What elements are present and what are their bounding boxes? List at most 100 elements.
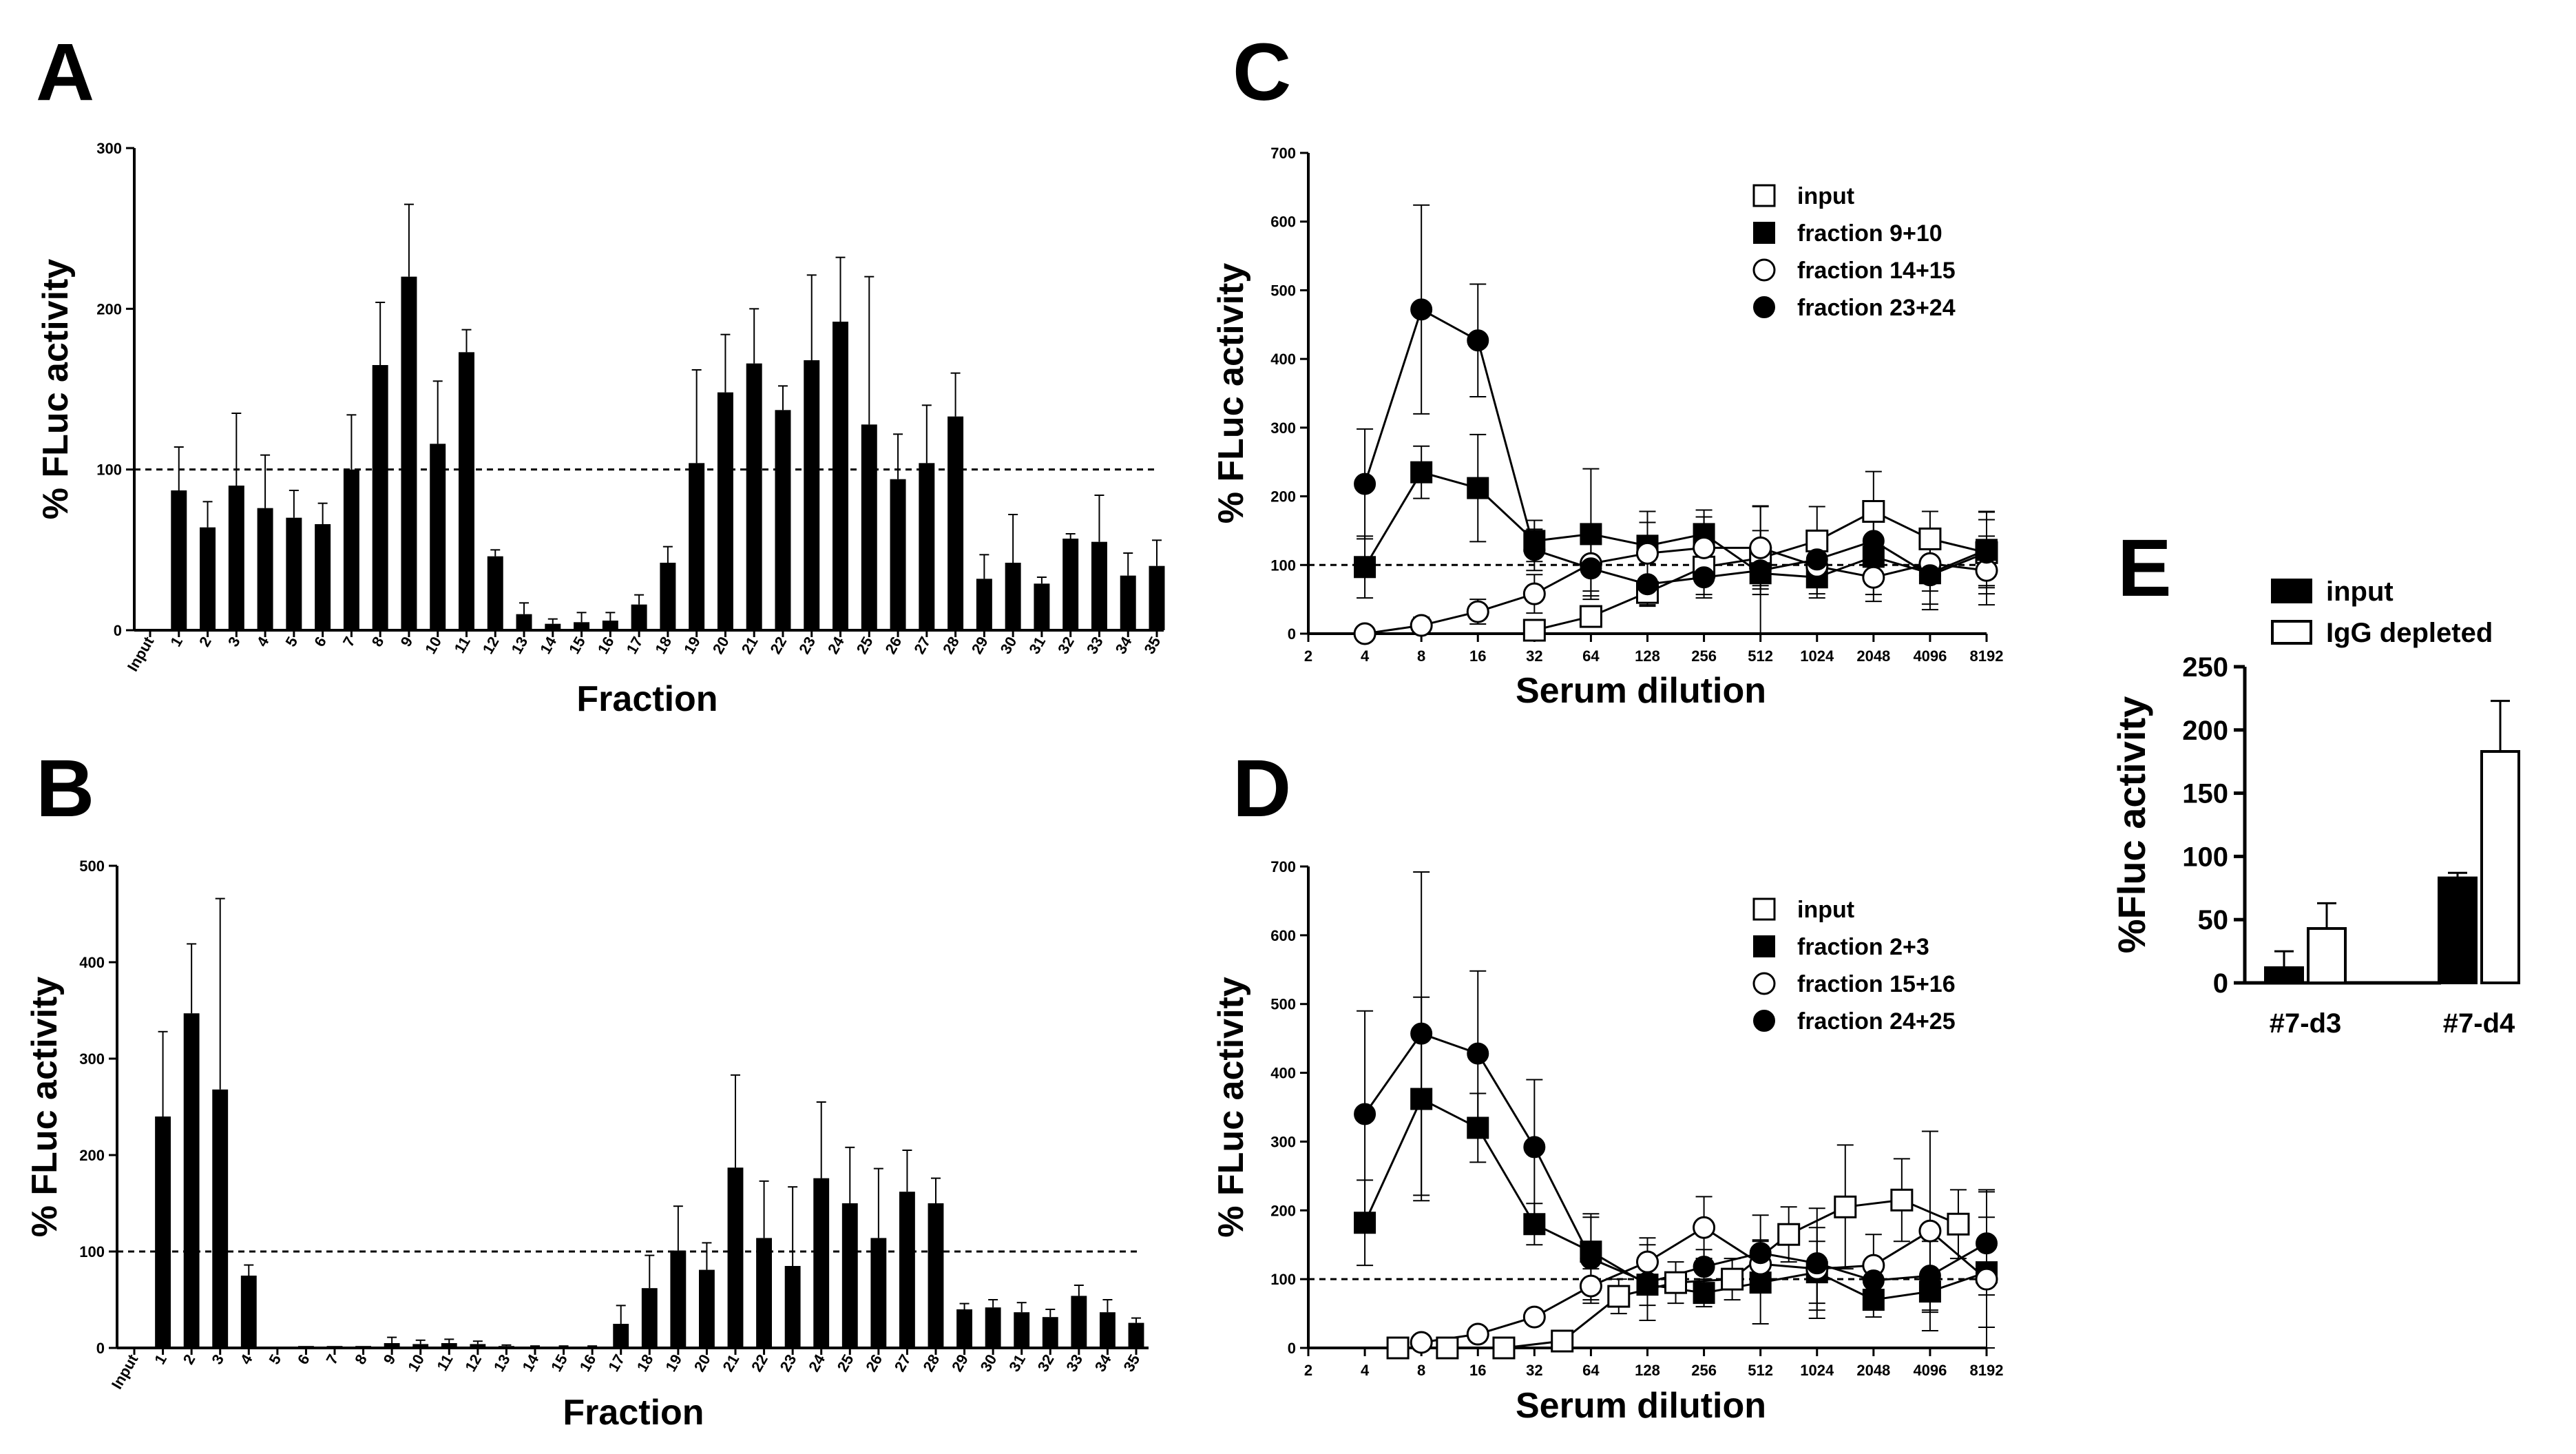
filled-circle-point bbox=[1862, 530, 1885, 552]
filled-circle-point bbox=[1805, 1252, 1828, 1275]
y-tick-label: 700 bbox=[1270, 858, 1296, 875]
x-tick-label: 5 bbox=[265, 1351, 284, 1367]
x-tick-label: 20 bbox=[691, 1351, 714, 1375]
filled-circle-point bbox=[1467, 329, 1489, 352]
x-tick-label: 256 bbox=[1691, 647, 1717, 665]
panel-label-d: D bbox=[1233, 743, 1291, 834]
bar bbox=[813, 1178, 830, 1348]
y-tick-label: 300 bbox=[1270, 1133, 1296, 1150]
y-tick-label: 0 bbox=[2213, 968, 2228, 999]
legend-label: IgG depleted bbox=[2326, 618, 2493, 648]
x-tick-label: 25 bbox=[853, 634, 877, 657]
x-tick-label: 29 bbox=[968, 634, 992, 657]
y-tick-label: 100 bbox=[2182, 842, 2228, 872]
x-tick-label: 8 bbox=[1417, 1362, 1425, 1379]
bar bbox=[343, 469, 359, 630]
legend-label: fraction 9+10 bbox=[1797, 220, 1943, 247]
y-tick-label: 100 bbox=[96, 461, 122, 479]
open-circle-point bbox=[1862, 565, 1885, 589]
filled-square-point bbox=[1580, 523, 1602, 546]
open-circle-point bbox=[1693, 536, 1716, 559]
bar bbox=[430, 444, 446, 630]
bar bbox=[727, 1167, 744, 1348]
bar bbox=[315, 524, 331, 630]
bar bbox=[1071, 1296, 1087, 1348]
x-tick-label: 7 bbox=[323, 1351, 342, 1367]
bar bbox=[326, 1346, 343, 1348]
legend-label: fraction 14+15 bbox=[1797, 258, 1956, 284]
bar bbox=[689, 463, 705, 630]
x-tick-label: 10 bbox=[404, 1351, 428, 1375]
x-tick-label: 4 bbox=[1361, 1362, 1370, 1379]
y-tick-label: 400 bbox=[79, 954, 105, 971]
bar bbox=[527, 1347, 543, 1348]
filled-circle-point bbox=[1862, 1269, 1885, 1292]
bar bbox=[2264, 966, 2304, 985]
x-axis-title: Serum dilution bbox=[1516, 1386, 1766, 1426]
bar bbox=[784, 1266, 801, 1348]
x-tick-label: 21 bbox=[719, 1351, 742, 1375]
filled-square-point bbox=[1753, 222, 1775, 244]
open-circle-point bbox=[1752, 972, 1776, 995]
x-tick-label: 4 bbox=[1361, 647, 1370, 665]
filled-circle-point bbox=[1749, 1242, 1772, 1265]
x-tick-label: 30 bbox=[997, 634, 1020, 657]
x-tick-label: 22 bbox=[766, 634, 790, 657]
bar bbox=[756, 1238, 773, 1348]
filled-circle-point bbox=[1693, 1256, 1715, 1278]
x-tick-label: 2048 bbox=[1856, 1362, 1890, 1379]
y-tick-label: 100 bbox=[1270, 557, 1296, 574]
x-tick-label: 16 bbox=[576, 1351, 600, 1375]
bar bbox=[574, 622, 590, 630]
y-tick-label: 100 bbox=[79, 1243, 105, 1260]
y-tick-label: 200 bbox=[79, 1147, 105, 1164]
bar bbox=[212, 1089, 229, 1348]
bar bbox=[355, 1346, 372, 1348]
bar bbox=[1062, 539, 1079, 630]
filled-circle-point bbox=[1580, 1247, 1602, 1270]
bar bbox=[372, 365, 388, 630]
series-line bbox=[1363, 308, 1987, 585]
bar bbox=[833, 322, 849, 630]
bar bbox=[470, 1344, 486, 1348]
y-tick-label: 500 bbox=[1270, 282, 1296, 299]
filled-circle-point bbox=[1636, 1271, 1659, 1294]
y-tick-label: 0 bbox=[114, 622, 122, 639]
bar bbox=[458, 352, 474, 630]
y-tick-label: 600 bbox=[1270, 214, 1296, 231]
y-tick-label: 300 bbox=[79, 1050, 105, 1068]
x-tick-label: 17 bbox=[623, 634, 647, 657]
panel-d-line-chart: D 0 100 200 300 400 500 600 700 % FLuc activity 2 4… bbox=[1211, 743, 2003, 1426]
bar bbox=[1128, 1322, 1144, 1348]
x-tick-label: 8192 bbox=[1970, 1362, 2004, 1379]
x-tick-label: 18 bbox=[651, 634, 675, 657]
x-tick-label: 4 bbox=[253, 633, 273, 650]
x-tick-label: 512 bbox=[1748, 647, 1773, 665]
x-tick-label: 2 bbox=[180, 1351, 199, 1367]
bar bbox=[976, 579, 992, 630]
bar bbox=[441, 1343, 457, 1348]
x-tick-label: 34 bbox=[1112, 633, 1135, 656]
filled-square-point bbox=[1354, 556, 1376, 579]
y-tick-label: 150 bbox=[2182, 779, 2228, 809]
x-tick-label: 15 bbox=[565, 634, 589, 657]
x-tick-label: 33 bbox=[1062, 1351, 1086, 1375]
open-circle-point bbox=[1752, 258, 1776, 282]
x-tick-label: 4096 bbox=[1913, 1362, 1947, 1379]
open-square-point bbox=[1862, 500, 1885, 523]
filled-circle-point bbox=[1410, 1022, 1433, 1045]
x-tick-label: 25 bbox=[834, 1351, 857, 1375]
open-square-point bbox=[1918, 527, 1942, 550]
bar bbox=[1120, 575, 1136, 630]
x-tick-label: 16 bbox=[1469, 647, 1486, 665]
y-tick-label: 250 bbox=[2182, 652, 2228, 683]
bar bbox=[2480, 750, 2520, 984]
x-axis-title: Fraction bbox=[563, 1393, 704, 1433]
open-square-point bbox=[1579, 605, 1602, 628]
bar bbox=[631, 604, 647, 630]
bar bbox=[297, 1346, 314, 1348]
bar bbox=[746, 363, 762, 630]
bar bbox=[804, 360, 820, 630]
x-category-label: #7-d3 bbox=[2270, 1008, 2342, 1039]
